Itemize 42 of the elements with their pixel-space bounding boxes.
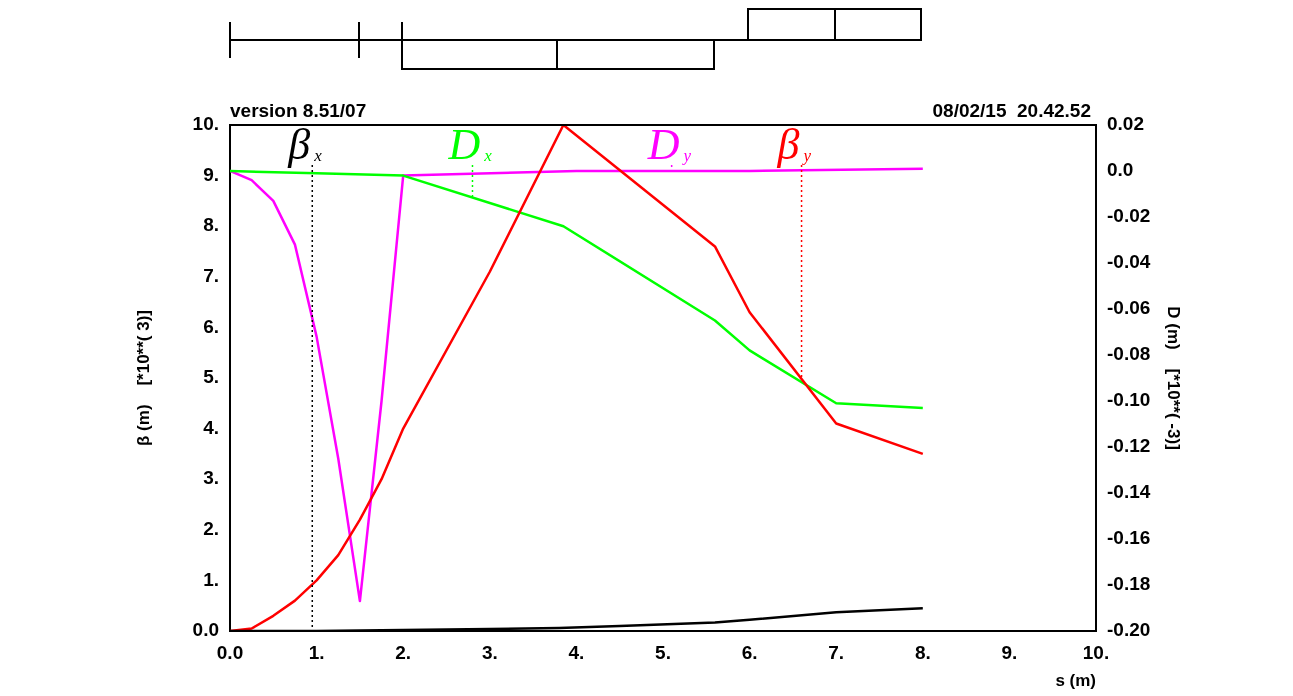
x-tick-label: 7. — [828, 641, 845, 663]
y-tick-label: 10. — [192, 113, 219, 135]
series-label: Dx — [447, 120, 493, 169]
y2-tick-label: -0.14 — [1107, 481, 1151, 503]
x-tick-label: 6. — [741, 641, 758, 663]
y2-tick-label: -0.04 — [1107, 251, 1151, 273]
x-tick-label: 4. — [568, 641, 585, 663]
y-tick-label: 2. — [203, 518, 219, 540]
x-tick-label: 9. — [1001, 641, 1018, 663]
y-axis-title: β (m) [*10**( 3)] — [133, 309, 153, 447]
text: 08/02/15 20.42.52 — [932, 99, 1091, 121]
x-tick-label: 5. — [655, 641, 671, 663]
y-tick-label: 5. — [203, 366, 219, 388]
y-tick-label: 7. — [203, 265, 219, 287]
y2-tick-label: -0.08 — [1107, 343, 1151, 365]
y-tick-label: 4. — [203, 416, 219, 438]
y2-tick-label: 0.0 — [1107, 159, 1134, 181]
x-tick-label: 2. — [395, 641, 412, 663]
text: version 8.51/07 — [230, 99, 367, 121]
y-tick-label: 1. — [203, 568, 219, 590]
y2-tick-label: -0.20 — [1107, 619, 1151, 641]
y2-tick-label: -0.10 — [1107, 389, 1151, 411]
x-tick-label: 8. — [914, 641, 931, 663]
x-axis-title: s (m) — [1055, 671, 1096, 691]
text: βy — [776, 120, 812, 169]
y-tick-label: 3. — [203, 467, 219, 489]
y2-tick-label: 0.02 — [1107, 113, 1144, 135]
y-tick-label: 0.0 — [192, 619, 219, 641]
series-label: Dy — [646, 120, 692, 169]
x-tick-label: 1. — [308, 641, 325, 663]
y2-tick-label: -0.18 — [1107, 573, 1151, 595]
y-tick-label: 8. — [203, 214, 219, 236]
x-tick-label: 3. — [481, 641, 498, 663]
x-tick-label: 10. — [1082, 641, 1110, 663]
y2-tick-label: -0.06 — [1107, 297, 1151, 319]
y2-tick-label: -0.16 — [1107, 527, 1151, 549]
y-tick-label: 9. — [203, 163, 219, 185]
y2-tick-label: -0.02 — [1107, 205, 1151, 227]
text: βx — [287, 120, 323, 169]
y2-tick-label: -0.12 — [1107, 435, 1151, 457]
y2-axis-title: D (m) [*10**( -3)] — [1164, 306, 1184, 450]
y-tick-label: 6. — [203, 315, 219, 337]
